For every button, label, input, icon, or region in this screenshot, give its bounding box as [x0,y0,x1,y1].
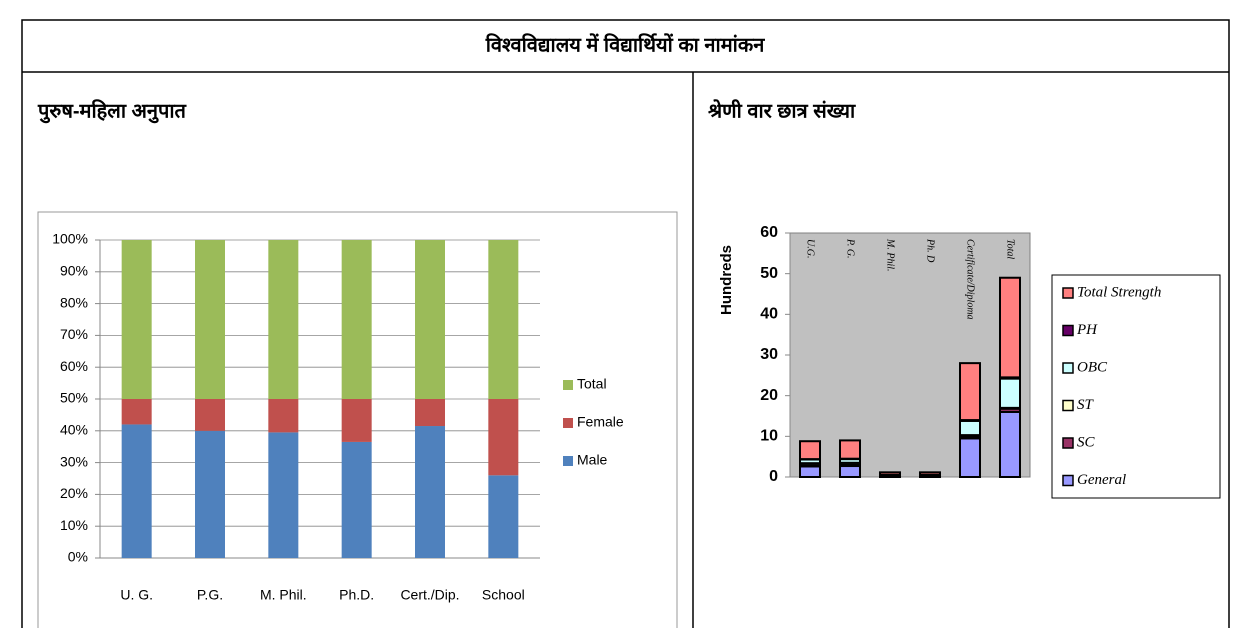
legend-swatch [1062,399,1074,412]
y-tick-label: 30 [760,346,778,363]
bar-segment [839,465,861,478]
bar-segment [919,471,941,476]
legend-swatch [1062,287,1074,299]
bar-segment [195,430,225,558]
bar-segment [121,424,152,558]
y-tick-label: 80% [60,294,88,310]
bar-segment [268,432,299,558]
legend-label: OBC [1077,359,1108,375]
y-tick-label: 0 [769,468,778,485]
legend-swatch [1062,474,1074,487]
legend-label: Total [577,376,607,392]
legend-label: General [1077,472,1126,488]
y-tick-label: 100% [52,231,88,247]
legend-swatch [1062,437,1074,449]
bar-segment [799,465,821,478]
bar-segment [879,471,901,476]
legend-label: Total Strength [1077,284,1161,300]
y-tick-label: 60% [60,358,88,374]
y-tick-label: 20 [760,387,778,404]
x-tick-label: U. G. [120,587,153,603]
legend-swatch [1062,362,1074,374]
x-tick-label: Certificate/Diploma [965,239,976,320]
y-tick-label: 90% [60,263,88,279]
bar-segment [999,377,1021,409]
x-tick-label: P. G. [845,238,856,259]
legend-label: ST [1077,397,1095,413]
bar-segment [999,276,1021,379]
y-tick-label: 10 [760,428,778,445]
bar-segment [195,399,225,431]
x-tick-label: P.G. [197,587,223,603]
legend-swatch [563,456,573,466]
y-axis-label: Hundreds [718,245,735,315]
bar-segment [959,362,981,422]
bar-segment [488,399,519,476]
legend-swatch [1062,324,1074,337]
bar-segment [415,240,445,399]
plot-area [789,232,1031,478]
bar-segment [268,240,299,399]
y-tick-label: 20% [60,485,88,501]
outer-border [21,19,1230,628]
x-tick-label: School [482,587,525,603]
legend-label: PH [1076,322,1098,338]
page-title: विश्वविद्यालय में विद्यार्थियों का नामां… [485,32,765,56]
y-tick-label: 30% [60,453,88,469]
y-tick-label: 50 [760,265,778,282]
x-tick-label: Ph. D [925,238,936,263]
legend-label: Male [577,452,608,468]
bar-segment [415,426,445,558]
panel-title: पुरुष-महिला अनुपात [37,98,188,123]
bar-segment [959,419,981,437]
y-tick-label: 10% [60,517,88,533]
bar-segment [195,240,225,399]
bar-segment [341,441,372,558]
legend-label: SC [1077,434,1096,450]
x-tick-label: Ph.D. [339,587,374,603]
bar-segment [121,240,152,399]
legend-swatch [563,380,573,390]
bar-segment [799,440,821,461]
legend-box [1051,274,1221,499]
bar-segment [341,399,372,442]
x-tick-label: M. Phil. [885,238,896,272]
x-tick-label: Total [1005,239,1016,259]
bar-segment [268,399,299,433]
bar-segment [341,240,372,399]
x-tick-label: M. Phil. [260,587,307,603]
x-tick-label: U.G. [805,239,816,258]
y-tick-label: 0% [68,549,88,565]
y-tick-label: 60 [760,224,778,241]
bar-segment [999,410,1021,478]
y-tick-label: 50% [60,390,88,406]
panel-title: श्रेणी वार छात्र संख्या [708,98,856,122]
bar-segment [121,399,152,425]
legend-swatch [563,418,573,428]
x-tick-label: Cert./Dip. [400,587,459,603]
bar-segment [488,475,519,558]
bar-segment [415,399,445,427]
y-tick-label: 70% [60,326,88,342]
legend-label: Female [577,414,624,430]
bar-segment [488,240,519,399]
y-tick-label: 40 [760,306,778,323]
bar-segment [959,437,981,479]
y-tick-label: 40% [60,422,88,438]
bar-segment [839,439,861,460]
